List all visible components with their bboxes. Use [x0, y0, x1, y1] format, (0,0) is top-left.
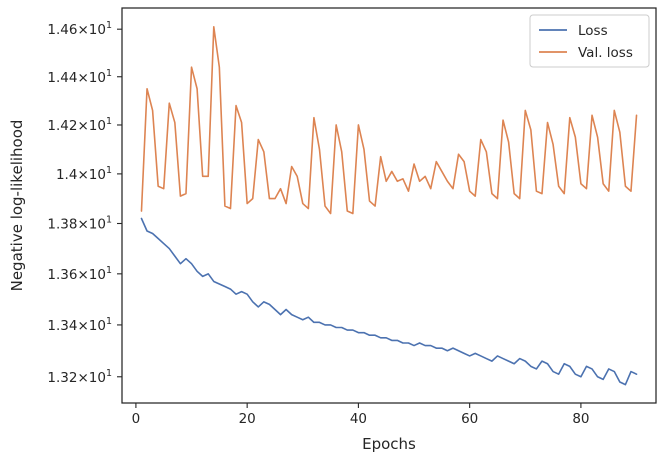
x-tick-label: 40 — [350, 411, 367, 427]
series-lines — [140, 26, 638, 386]
series-line-1 — [140, 217, 638, 386]
y-tick-base: 10 — [89, 318, 106, 334]
y-tick-exponent: 1 — [106, 265, 112, 276]
y-tick-base: 10 — [89, 22, 106, 38]
plot-frame — [121, 7, 657, 404]
x-tick-label: 60 — [461, 411, 478, 427]
x-tick-label: 20 — [239, 411, 256, 427]
y-tick-label: 1.42×101 — [47, 116, 112, 134]
legend-box — [529, 14, 650, 68]
y-tick-times: × — [77, 318, 88, 334]
y-tick-times: × — [77, 167, 88, 183]
y-tick-times: × — [77, 370, 88, 386]
y-tick-base: 10 — [89, 118, 106, 134]
y-tick-exponent: 1 — [106, 116, 112, 127]
y-tick-mantissa: 1.42 — [47, 118, 77, 134]
legend-label: Val. loss — [578, 45, 633, 61]
legend-label: Loss — [578, 23, 608, 39]
y-tick-times: × — [77, 118, 88, 134]
y-tick-label: 1.4×101 — [56, 165, 112, 183]
y-tick-exponent: 1 — [106, 68, 112, 79]
y-tick-exponent: 1 — [106, 165, 112, 176]
y-tick-label: 1.34×101 — [47, 316, 112, 334]
y-tick-times: × — [77, 267, 88, 283]
x-axis: 0 20 40 60 80 — [132, 403, 590, 427]
y-tick-label: 1.36×101 — [47, 265, 112, 283]
y-tick-label: 1.32×101 — [47, 368, 112, 386]
y-tick-mantissa: 1.44 — [47, 70, 77, 86]
y-tick-mantissa: 1.32 — [47, 370, 77, 386]
x-tick-label: 80 — [572, 411, 589, 427]
y-tick-label: 1.44×101 — [47, 68, 112, 86]
y-tick-base: 10 — [89, 70, 106, 86]
y-tick-times: × — [77, 70, 88, 86]
y-axis-label: Negative log-likelihood — [8, 120, 26, 292]
y-tick-base: 10 — [89, 267, 106, 283]
y-tick-base: 10 — [89, 167, 106, 183]
x-axis-label: Epochs — [362, 435, 416, 453]
y-tick-exponent: 1 — [106, 368, 112, 379]
y-tick-mantissa: 1.38 — [47, 217, 77, 233]
y-tick-label: 1.38×101 — [47, 215, 112, 233]
y-tick-base: 10 — [89, 217, 106, 233]
y-tick-exponent: 1 — [106, 215, 112, 226]
y-axis: 1.32×1011.34×1011.36×1011.38×1011.4×1011… — [47, 20, 122, 386]
legend: Loss Val. loss — [529, 14, 650, 68]
y-tick-label: 1.46×101 — [47, 20, 112, 38]
y-tick-mantissa: 1.36 — [47, 267, 77, 283]
y-tick-mantissa: 1.34 — [47, 318, 77, 334]
y-tick-times: × — [77, 217, 88, 233]
y-tick-exponent: 1 — [106, 316, 112, 327]
y-tick-mantissa: 1.46 — [47, 22, 77, 38]
y-tick-exponent: 1 — [106, 20, 112, 31]
y-tick-mantissa: 1.4 — [56, 167, 77, 183]
y-tick-times: × — [77, 22, 88, 38]
y-tick-base: 10 — [89, 370, 106, 386]
series-line-2 — [140, 26, 638, 215]
x-tick-label: 0 — [132, 411, 141, 427]
